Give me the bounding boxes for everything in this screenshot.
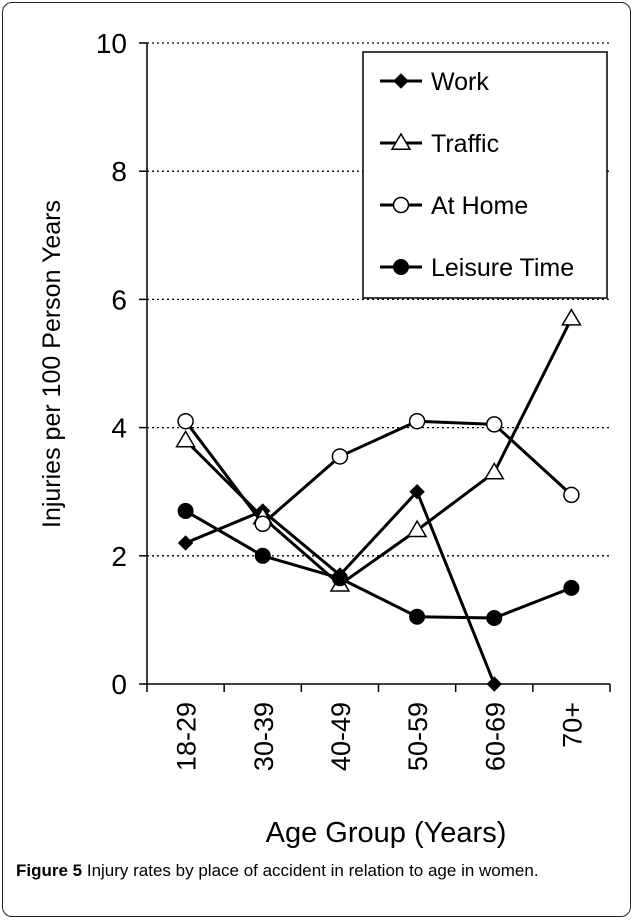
data-point xyxy=(486,609,503,626)
y-tick-label: 8 xyxy=(111,156,127,187)
series-line xyxy=(184,509,572,620)
y-tick-label: 4 xyxy=(111,413,127,444)
axes xyxy=(139,42,611,692)
data-point xyxy=(254,515,271,532)
legend-label: Leisure Time xyxy=(431,254,574,282)
data-point xyxy=(177,412,194,430)
data-point xyxy=(175,429,196,448)
legend-item: Traffic xyxy=(380,130,499,158)
data-point xyxy=(563,579,580,596)
legend: Work Traffic At Home Leisure Time xyxy=(362,51,608,299)
data-point xyxy=(177,535,194,551)
series-layer xyxy=(175,308,582,692)
data-point xyxy=(409,483,425,500)
data-point xyxy=(486,676,502,692)
y-tick-label: 0 xyxy=(111,669,127,700)
data-point xyxy=(331,448,349,465)
series-line xyxy=(184,419,573,526)
legend-marker xyxy=(390,132,412,151)
x-tick-label: 40-49 xyxy=(326,702,356,771)
data-point xyxy=(486,416,503,433)
x-tick-label: 70+ xyxy=(557,702,587,748)
data-point xyxy=(408,412,426,430)
data-point xyxy=(561,308,582,326)
legend-box xyxy=(362,51,608,299)
x-tick-label: 50-59 xyxy=(403,702,433,771)
x-axis-label: Age Group (Years) xyxy=(266,817,507,849)
data-point xyxy=(563,486,580,504)
legend-label: Traffic xyxy=(431,130,499,158)
caption-text: Injury rates by place of accident in rel… xyxy=(82,861,539,880)
legend-marker xyxy=(393,259,409,275)
y-tick-label: 2 xyxy=(111,541,127,572)
y-axis-label: Injuries per 100 Person Years xyxy=(38,200,66,528)
legend-marker xyxy=(393,73,409,89)
y-tick-label: 10 xyxy=(96,28,127,59)
figure-caption: Figure 5 Injury rates by place of accide… xyxy=(16,858,616,883)
caption-label: Figure 5 xyxy=(16,861,83,880)
data-point xyxy=(331,570,348,587)
series-at-home xyxy=(177,412,580,532)
data-point xyxy=(254,547,271,564)
legend-label: Work xyxy=(431,68,489,96)
x-tick-label: 60-69 xyxy=(480,702,510,771)
y-tick-labels: 0 2 4 6 8 10 xyxy=(96,28,127,700)
x-tick-label: 18-29 xyxy=(172,702,202,771)
data-point xyxy=(483,461,505,480)
legend-marker xyxy=(392,196,410,214)
data-point xyxy=(406,519,428,538)
line-chart: 0 2 4 6 8 10 18-29 30-39 40-49 50-59 60-69 70+ Inj… xyxy=(38,28,611,849)
legend-label: At Home xyxy=(431,192,528,220)
y-tick-label: 6 xyxy=(111,284,127,315)
x-tick-labels: 18-29 30-39 40-49 50-59 60-69 70+ xyxy=(172,702,588,771)
legend-item: Work xyxy=(380,68,489,96)
series-leisure-time xyxy=(177,502,580,626)
series-traffic xyxy=(175,308,582,592)
data-point xyxy=(409,608,426,625)
x-tick-label: 30-39 xyxy=(249,702,279,771)
legend-item: At Home xyxy=(380,192,528,220)
legend-item: Leisure Time xyxy=(380,254,574,282)
data-point xyxy=(177,502,194,519)
